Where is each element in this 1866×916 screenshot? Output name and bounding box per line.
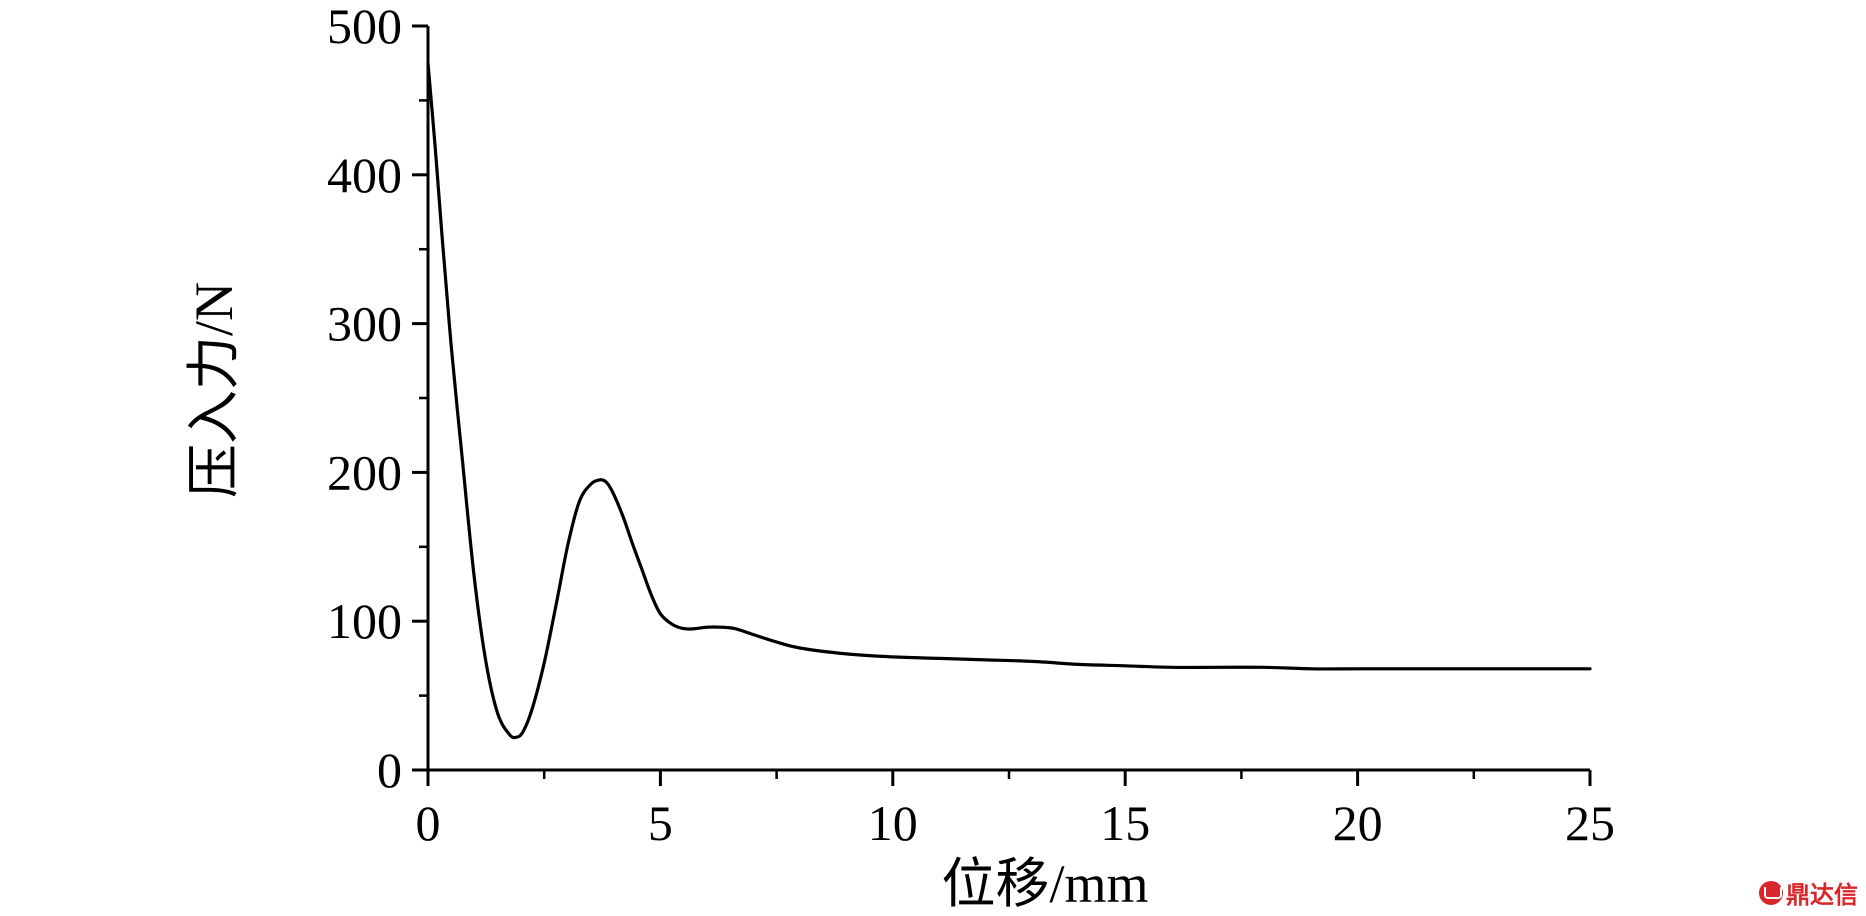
y-tick-label: 500 bbox=[327, 0, 402, 54]
x-axis-ticks: 0 5 10 15 20 25 bbox=[416, 770, 1615, 851]
x-tick-label: 20 bbox=[1333, 795, 1383, 851]
watermark-text: 鼎达信 bbox=[1786, 881, 1858, 909]
y-tick-label: 300 bbox=[327, 296, 402, 352]
series-line bbox=[426, 61, 1592, 740]
x-axis-title: 位移/mm bbox=[941, 854, 1148, 914]
y-tick-label: 100 bbox=[327, 593, 402, 649]
y-tick-label: 400 bbox=[327, 147, 402, 203]
x-tick-label: 25 bbox=[1565, 795, 1615, 851]
watermark: 鼎达信 bbox=[1759, 875, 1858, 910]
x-tick-label: 15 bbox=[1100, 795, 1150, 851]
y-axis-ticks: 0 100 200 300 400 500 bbox=[327, 0, 428, 798]
x-tick-label: 10 bbox=[868, 795, 918, 851]
y-axis-title: 压入力/N bbox=[184, 282, 244, 498]
x-tick-label: 0 bbox=[416, 795, 441, 851]
x-tick-label: 5 bbox=[648, 795, 673, 851]
y-tick-label: 0 bbox=[377, 742, 402, 798]
watermark-logo-icon bbox=[1759, 880, 1783, 905]
y-tick-label: 200 bbox=[327, 444, 402, 500]
